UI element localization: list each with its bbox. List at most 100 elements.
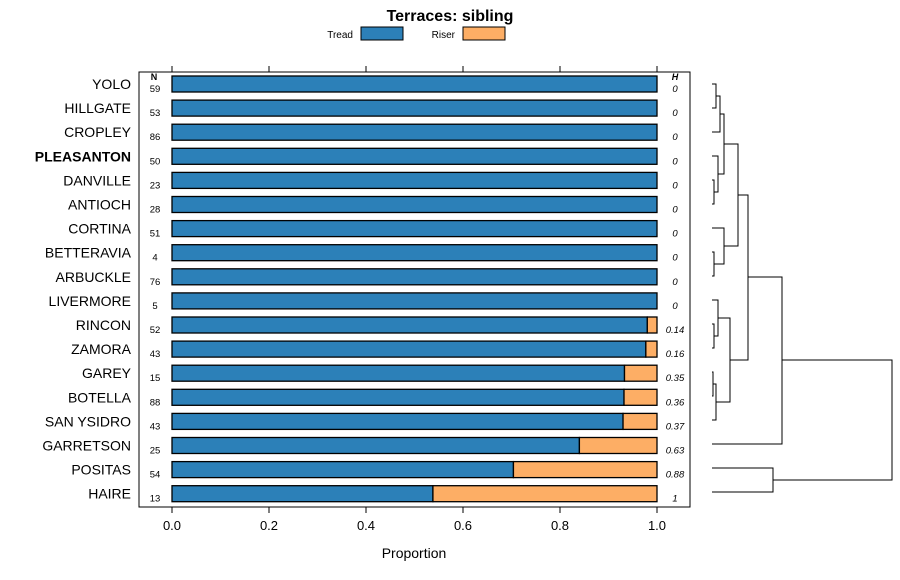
x-axis-label: Proportion [382,545,447,561]
category-label-livermore: LIVERMORE [49,293,131,309]
h-label-haire: 1 [672,494,677,505]
bar-tread-yolo [171,75,658,93]
bar-tread-botella [171,388,625,406]
category-label-hillgate: HILLGATE [64,100,131,116]
bar-tread-positas [171,460,515,479]
bar-riser-positas [512,460,658,479]
category-label-zamora: ZAMORA [71,341,132,357]
n-label-positas: 54 [150,470,161,481]
bar-tread-cortina [171,219,658,238]
x-tick-label-4: 0.8 [551,518,569,533]
x-tick-label-3: 0.6 [454,518,472,533]
n-label-cortina: 51 [150,229,161,240]
h-labels: 0 0 0 0 0 0 0 0 0 0 0.14 0.16 0.35 0.36 0.37 0.63 0.88 1 [666,84,685,505]
x-tick-label-0: 0.0 [163,518,181,533]
bar-tread-rincon [171,316,648,334]
bar-tread-pleasanton [171,147,658,165]
bar-tread-san-ysidro [171,412,624,431]
h-label-garey: 0.35 [666,373,685,384]
h-label-yolo: 0 [672,84,678,95]
category-label-botella: BOTELLA [68,389,132,405]
category-label-danville: DANVILLE [63,172,131,188]
bar-tread-arbuckle [171,268,658,286]
n-label-san-ysidro: 43 [150,421,161,432]
bar-riser-san-ysidro [622,412,658,431]
bar-tread-antioch [171,195,658,214]
h-column-header: H [672,72,679,82]
plot-panel [138,71,691,508]
h-label-antioch: 0 [672,205,678,216]
legend-swatch-tread [360,26,404,41]
h-label-botella: 0.36 [666,397,685,408]
dendrogram [712,83,893,493]
bar-tread-hillgate [171,99,658,117]
h-label-livermore: 0 [672,301,678,312]
bar-tread-livermore [171,292,658,310]
x-tick-label-1: 0.2 [260,518,278,533]
category-label-antioch: ANTIOCH [68,197,131,213]
n-label-garretson: 25 [150,446,161,457]
h-label-arbuckle: 0 [672,277,678,288]
n-label-antioch: 28 [150,205,161,216]
bar-riser-haire [432,485,658,503]
category-label-yolo: YOLO [92,76,131,92]
bar-tread-betteravia [171,244,658,262]
category-label-pleasanton: PLEASANTON [35,148,131,164]
bar-tread-zamora [171,340,647,358]
h-label-danville: 0 [672,180,678,191]
x-axis: 0.0 0.2 0.4 0.6 0.8 1.0 [163,66,666,533]
n-label-botella: 88 [150,397,161,408]
n-label-cropley: 86 [150,132,161,143]
n-label-zamora: 43 [150,349,161,360]
h-label-cropley: 0 [672,132,678,143]
bars-group [171,75,658,503]
legend: Tread Riser [327,26,506,41]
category-label-positas: POSITAS [71,462,131,478]
h-label-betteravia: 0 [672,253,678,264]
bar-riser-garretson [578,436,658,455]
n-label-livermore: 5 [152,301,157,312]
category-label-haire: HAIRE [88,486,131,502]
n-label-arbuckle: 76 [150,277,161,288]
x-tick-label-5: 1.0 [648,518,666,533]
bar-tread-cropley [171,123,658,141]
h-label-pleasanton: 0 [672,156,678,167]
h-label-garretson: 0.63 [666,446,685,457]
n-label-betteravia: 4 [152,253,157,264]
h-label-positas: 0.88 [666,470,685,481]
n-label-pleasanton: 50 [150,156,161,167]
h-label-cortina: 0 [672,229,678,240]
n-column-header: N [151,72,158,82]
category-label-san-ysidro: SAN YSIDRO [45,413,131,429]
bar-tread-haire [171,485,434,503]
h-label-hillgate: 0 [672,108,678,119]
n-label-danville: 23 [150,180,161,191]
legend-label-tread: Tread [327,30,353,41]
x-tick-label-2: 0.4 [357,518,375,533]
bar-riser-botella [623,388,658,406]
legend-swatch-riser [462,26,506,41]
bar-tread-danville [171,171,658,190]
category-label-garretson: GARRETSON [42,438,131,454]
n-label-garey: 15 [150,373,161,384]
category-label-arbuckle: ARBUCKLE [56,269,131,285]
category-label-betteravia: BETTERAVIA [45,245,132,261]
category-label-cortina: CORTINA [68,221,131,237]
n-label-hillgate: 53 [150,108,161,119]
bar-riser-garey [623,364,658,382]
h-label-san-ysidro: 0.37 [666,421,685,432]
category-label-rincon: RINCON [76,317,131,333]
bar-riser-zamora [645,340,658,358]
bar-tread-garey [171,364,626,382]
h-label-zamora: 0.16 [666,349,685,360]
category-label-garey: GAREY [82,365,132,381]
n-label-haire: 13 [150,494,161,505]
n-label-rincon: 52 [150,325,161,336]
bar-tread-garretson [171,436,581,455]
category-label-cropley: CROPLEY [64,124,132,140]
legend-label-riser: Riser [432,30,456,41]
bar-riser-rincon [646,316,658,334]
category-labels: YOLO HILLGATE CROPLEY PLEASANTON DANVILLE ANT… [35,76,132,502]
chart-title: Terraces: sibling [387,8,514,25]
